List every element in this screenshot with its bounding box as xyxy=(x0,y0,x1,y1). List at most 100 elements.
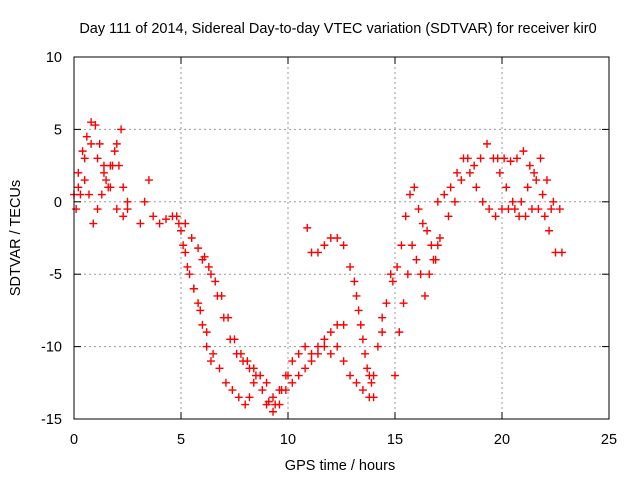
data-point xyxy=(262,378,271,387)
data-point xyxy=(557,248,566,257)
series-satellite-track-b xyxy=(72,147,132,228)
series-satellite-track-j xyxy=(378,241,442,380)
data-point xyxy=(155,219,164,228)
data-point xyxy=(530,168,539,177)
data-point xyxy=(80,154,89,163)
data-point xyxy=(339,320,348,329)
data-point xyxy=(211,277,220,286)
data-point xyxy=(294,349,303,358)
data-point xyxy=(185,270,194,279)
data-point xyxy=(72,205,81,214)
data-point xyxy=(326,349,335,358)
data-point xyxy=(414,205,423,214)
data-point xyxy=(106,183,115,192)
data-point xyxy=(416,270,425,279)
data-point xyxy=(393,262,402,271)
data-point xyxy=(450,197,459,206)
data-point xyxy=(363,364,372,373)
data-point xyxy=(519,147,528,156)
data-point xyxy=(457,176,466,185)
data-point xyxy=(423,226,432,235)
data-point xyxy=(256,371,265,380)
series-satellite-track-e xyxy=(172,212,215,366)
data-point xyxy=(378,313,387,322)
data-point xyxy=(243,357,252,366)
data-point xyxy=(523,183,532,192)
y-tick-label: 10 xyxy=(46,50,62,66)
data-point xyxy=(350,277,359,286)
data-point xyxy=(99,168,108,177)
data-point xyxy=(269,393,278,402)
data-point xyxy=(346,371,355,380)
data-point xyxy=(217,291,226,300)
data-point xyxy=(540,212,549,221)
series-satellite-track-g xyxy=(198,255,348,402)
data-point xyxy=(288,357,297,366)
x-tick-label: 5 xyxy=(177,432,185,448)
data-point xyxy=(181,248,190,257)
data-point xyxy=(354,306,363,315)
series-satellite-track-d xyxy=(136,176,258,409)
data-point xyxy=(112,139,121,148)
data-point xyxy=(491,212,500,221)
data-point xyxy=(123,197,132,206)
data-point xyxy=(517,197,526,206)
data-point xyxy=(453,168,462,177)
data-point xyxy=(333,234,342,242)
data-point xyxy=(209,349,218,358)
data-point xyxy=(258,386,267,395)
y-tick-label: -15 xyxy=(41,412,62,428)
data-point xyxy=(123,205,132,214)
data-point xyxy=(236,349,245,358)
data-point xyxy=(110,147,119,156)
data-point xyxy=(352,291,361,300)
data-point xyxy=(465,168,474,177)
data-point xyxy=(361,349,370,358)
plot-frame xyxy=(73,56,610,420)
data-point xyxy=(76,190,85,199)
data-point xyxy=(136,219,145,228)
data-point xyxy=(80,176,89,185)
data-point xyxy=(119,212,128,221)
data-point xyxy=(472,183,481,192)
data-point xyxy=(358,335,367,344)
data-point xyxy=(74,183,83,192)
data-point xyxy=(301,364,310,373)
x-tick-label: 0 xyxy=(70,432,78,448)
data-point xyxy=(512,154,521,163)
data-point xyxy=(172,212,181,221)
data-point xyxy=(95,139,104,148)
data-point xyxy=(262,400,271,409)
data-point xyxy=(313,349,322,358)
x-tick-labels: 0 5 10 15 20 25 xyxy=(70,432,617,448)
data-point xyxy=(418,219,427,228)
data-point xyxy=(74,168,83,177)
series-satellite-track-h xyxy=(262,342,378,416)
data-point xyxy=(97,190,106,199)
data-point xyxy=(303,223,312,232)
data-point xyxy=(500,154,509,163)
x-tick-label: 25 xyxy=(601,432,617,448)
data-point xyxy=(221,378,230,387)
data-point xyxy=(444,212,453,221)
data-point xyxy=(386,270,395,279)
data-point xyxy=(275,400,284,409)
data-point xyxy=(446,183,455,192)
data-point xyxy=(234,393,243,402)
y-tick-label: 5 xyxy=(54,122,62,138)
data-point xyxy=(431,255,440,264)
data-point xyxy=(476,154,485,163)
data-point xyxy=(91,121,100,130)
data-point xyxy=(204,262,213,271)
data-point xyxy=(502,183,511,192)
data-point xyxy=(382,299,391,308)
data-point xyxy=(181,219,190,228)
data-point xyxy=(307,357,316,366)
data-point xyxy=(352,378,361,387)
data-point xyxy=(140,197,149,206)
data-point xyxy=(425,270,434,279)
data-point xyxy=(320,335,329,344)
x-axis-label: GPS time / hours xyxy=(285,458,395,474)
data-point xyxy=(112,205,121,214)
data-point xyxy=(198,255,207,264)
